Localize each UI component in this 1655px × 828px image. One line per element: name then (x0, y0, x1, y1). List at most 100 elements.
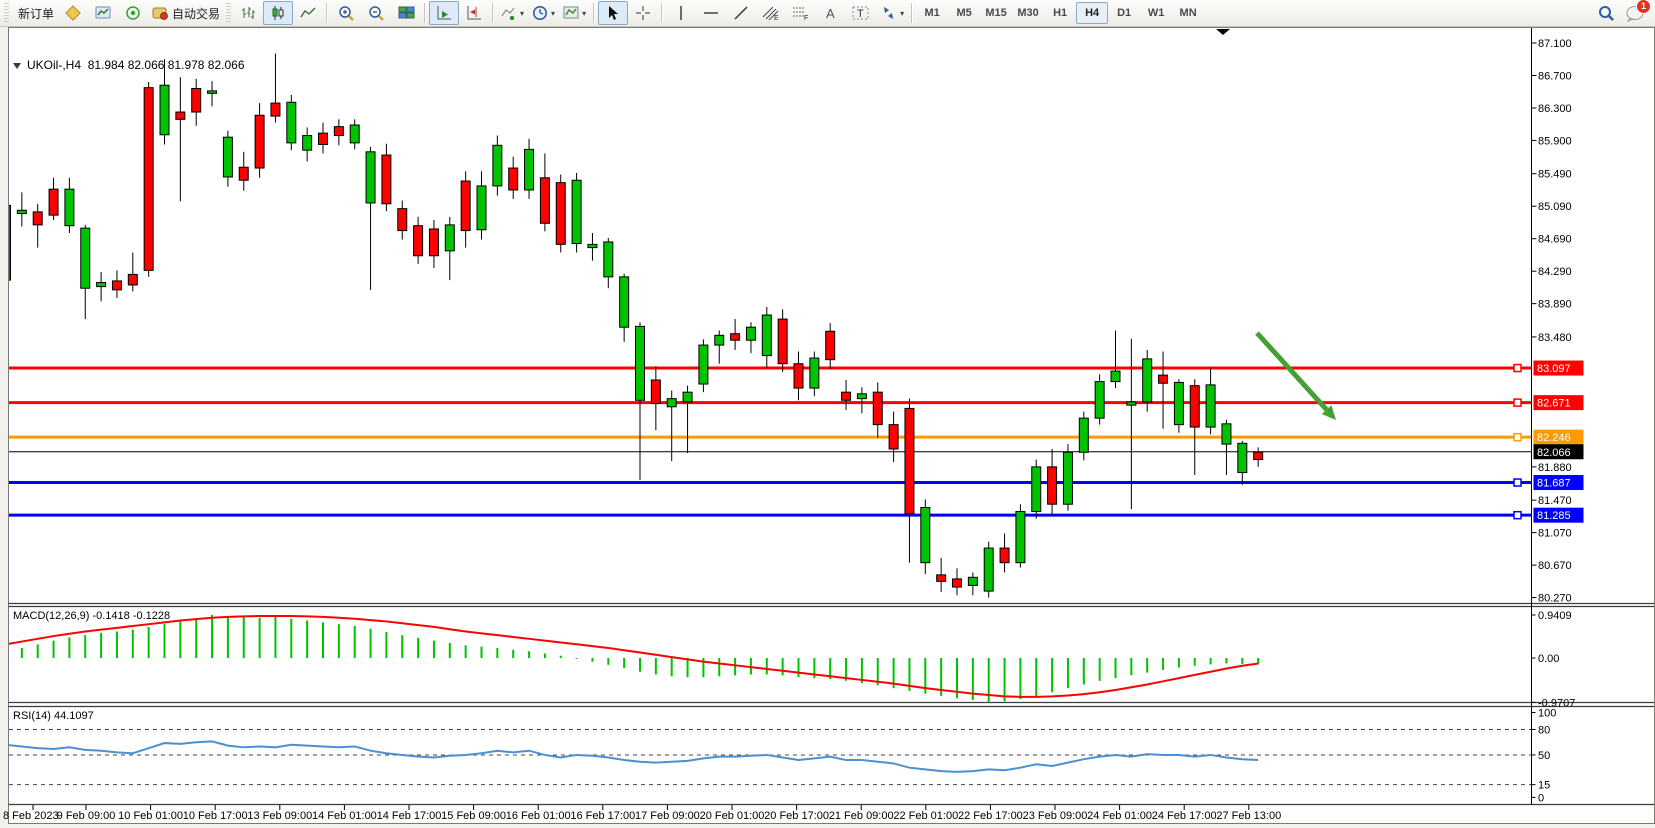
toolbar-separator (326, 3, 329, 23)
time-axis-label: 20 Feb 17:00 (764, 810, 829, 822)
candle-body (191, 87, 202, 113)
indicators-icon[interactable]: ▾ (497, 1, 528, 25)
chart-collapse-icon[interactable] (13, 62, 21, 69)
auto-trading-button[interactable]: 自动交易 (148, 1, 224, 25)
candle-body (1142, 358, 1153, 403)
candle-body (254, 114, 265, 169)
scroll-marker-icon[interactable] (1216, 29, 1230, 35)
timeframe-button-m1[interactable]: M1 (924, 7, 940, 19)
candle-body (1015, 511, 1026, 564)
trend-arrow-head[interactable] (1321, 405, 1336, 420)
candle-body (872, 391, 883, 426)
arrows-icon[interactable]: ▾ (876, 1, 908, 25)
hline-handle[interactable] (1513, 432, 1522, 442)
line-chart-icon[interactable] (293, 1, 323, 25)
trendline-icon[interactable] (726, 1, 756, 25)
candle-body (1253, 451, 1264, 461)
periods-icon[interactable]: ▾ (528, 1, 559, 25)
timeframe-button-h1[interactable]: H1 (1053, 7, 1068, 19)
candle-body (730, 333, 741, 341)
price-label-82.066: 82.066 (1537, 447, 1571, 459)
hline-handle[interactable] (1513, 478, 1522, 487)
hline-handle[interactable] (1513, 510, 1522, 520)
equidistant-channel-icon[interactable]: E (756, 1, 786, 25)
text-icon[interactable]: A (816, 1, 846, 25)
timeframe-button-m5[interactable]: M5 (956, 7, 972, 19)
search-icon[interactable] (1591, 1, 1621, 25)
chart-canvas[interactable]: 87.100 86.700 86.300 85.900 85.490 85.090 84.6… (0, 27, 1655, 828)
plot-area[interactable] (2, 53, 1532, 786)
hline-handle[interactable] (1513, 363, 1522, 373)
candle-body (967, 576, 978, 586)
fibonacci-icon[interactable]: F (786, 1, 816, 25)
bar-chart-icon[interactable] (233, 1, 263, 25)
price-axis-tick-label: 83.480 (1538, 332, 1572, 344)
notifications-button[interactable]: 1 (1625, 0, 1651, 22)
candle-body (365, 151, 376, 204)
text-label-icon[interactable]: T (846, 1, 876, 25)
price-axis-tick-label: 81.880 (1538, 462, 1572, 474)
candle-body (619, 276, 630, 328)
candle-body (127, 273, 138, 286)
chart-shift-icon[interactable] (459, 1, 489, 25)
hline-handle[interactable] (1513, 398, 1522, 407)
time-axis-label: 16 Feb 17:00 (570, 810, 635, 822)
toolbar-separator (911, 3, 914, 23)
timeframe-button-h4[interactable]: H4 (1076, 2, 1109, 24)
cursor-icon[interactable] (598, 1, 629, 25)
candle-body (635, 325, 645, 401)
timeframe-button-m30[interactable]: M30 (1017, 7, 1039, 19)
price-label-82.246: 82.246 (1537, 432, 1571, 444)
market-watch-icon[interactable] (88, 1, 118, 25)
candle-body (587, 243, 598, 249)
timeframe-button-mn[interactable]: MN (1179, 7, 1197, 19)
price-label-box (1533, 475, 1584, 491)
candle-body (1047, 466, 1058, 505)
new-order-icon[interactable] (58, 1, 88, 25)
candle-body (492, 144, 503, 187)
time-axis-label: 22 Feb 17:00 (958, 810, 1023, 822)
timeframe-button-d1[interactable]: D1 (1117, 7, 1132, 19)
zoom-in-icon[interactable] (331, 1, 361, 25)
timeframe-button-w1[interactable]: W1 (1147, 7, 1165, 19)
crosshair-icon[interactable] (628, 1, 658, 25)
time-axis-label: 13 Feb 09:00 (247, 810, 312, 822)
candle-body (603, 241, 614, 278)
candle-body (460, 180, 471, 232)
templates-dropdown-arrow[interactable]: ▾ (582, 8, 587, 18)
candle-body (96, 282, 107, 288)
horizontal-line-icon[interactable] (696, 1, 726, 25)
tile-windows-icon[interactable] (391, 1, 421, 25)
arrows-dropdown-arrow[interactable]: ▾ (900, 8, 905, 18)
candle-body (508, 167, 519, 191)
svg-text:T: T (857, 8, 864, 20)
candle-body (793, 363, 804, 389)
chart-symbol-period: UKOil-,H4 (27, 58, 82, 72)
indicators-dropdown-arrow[interactable]: ▾ (520, 8, 525, 18)
vertical-line-icon[interactable] (666, 1, 696, 25)
auto-scroll-icon[interactable] (429, 1, 460, 25)
candle-body (1031, 466, 1042, 513)
candlestick-chart-icon[interactable] (263, 1, 294, 25)
periods-dropdown-arrow[interactable]: ▾ (551, 8, 556, 18)
templates-icon[interactable]: ▾ (559, 1, 590, 25)
candle-body (286, 101, 297, 144)
new-order-button[interactable]: 新订单 (11, 1, 58, 25)
timeframe-button-m15[interactable]: M15 (985, 7, 1007, 19)
candle-body (650, 379, 661, 405)
chart-window: 87.100 86.700 86.300 85.900 85.490 85.090 84.6… (0, 27, 1655, 828)
time-axis-label: 10 Feb 17:00 (183, 810, 248, 822)
candle-body (32, 211, 43, 226)
chart-frame (8, 27, 1655, 824)
rsi-axis-label: 50 (1538, 750, 1550, 762)
candle-body (856, 393, 867, 400)
candle-body (983, 547, 994, 592)
candle-body (904, 407, 915, 515)
signals-icon[interactable] (118, 1, 148, 25)
zoom-out-icon[interactable] (361, 1, 391, 25)
price-label-box (1533, 360, 1584, 376)
chart-title: UKOil-,H4 81.984 82.066 81.978 82.066 (13, 58, 245, 72)
time-axis-strip[interactable] (9, 805, 1654, 824)
trend-arrow-annotation[interactable] (1255, 331, 1329, 412)
price-axis-tick-label: 86.700 (1538, 70, 1572, 82)
